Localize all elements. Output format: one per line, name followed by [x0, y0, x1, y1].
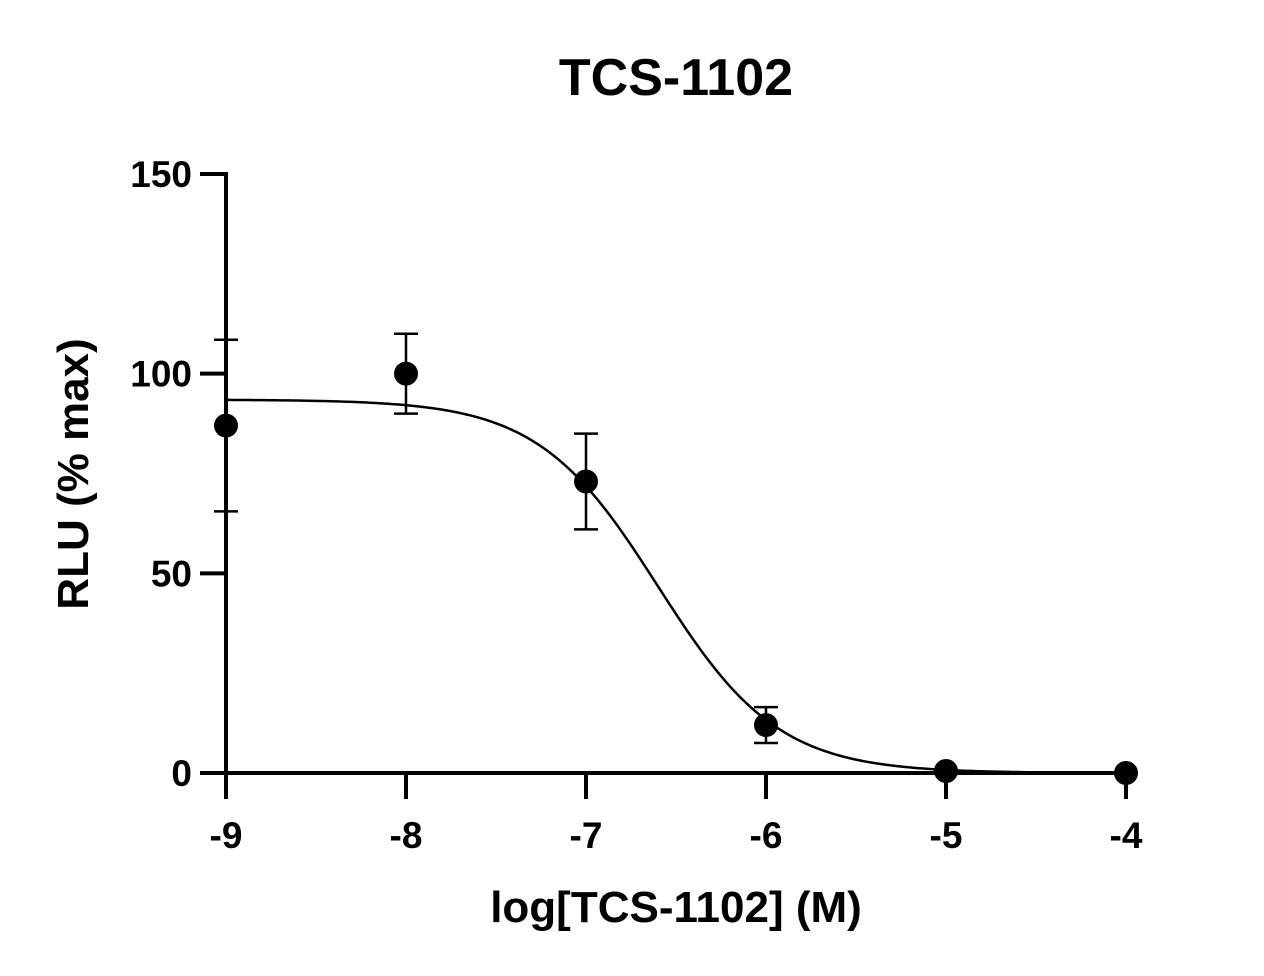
x-tick-label: -7 [570, 815, 603, 856]
data-point [214, 413, 238, 438]
y-axis-label: RLU (% max) [49, 338, 98, 609]
y-tick-label: 100 [130, 354, 192, 395]
x-tick-label: -9 [210, 815, 243, 856]
x-tick-label: -8 [390, 815, 423, 856]
y-axis-ticks: 0 50 100 150 [130, 154, 226, 794]
data-point [574, 469, 598, 494]
y-tick-label: 0 [171, 753, 192, 794]
data-point [394, 361, 418, 386]
y-tick-label: 50 [151, 553, 192, 594]
data-points [214, 361, 1138, 785]
x-axis-label: log[TCS-1102] (M) [490, 883, 862, 932]
y-tick-label: 150 [130, 154, 192, 195]
data-point [754, 713, 778, 738]
error-bars [214, 332, 778, 745]
x-tick-label: -4 [1110, 815, 1143, 856]
data-point [1114, 761, 1138, 785]
x-axis-ticks: -9 -8 -7 -6 -5 -4 [210, 773, 1143, 856]
x-tick-label: -6 [750, 815, 783, 856]
fit-curve [225, 398, 1126, 775]
chart-title: TCS-1102 [559, 49, 793, 107]
x-tick-label: -5 [930, 815, 963, 856]
data-point [934, 759, 958, 784]
